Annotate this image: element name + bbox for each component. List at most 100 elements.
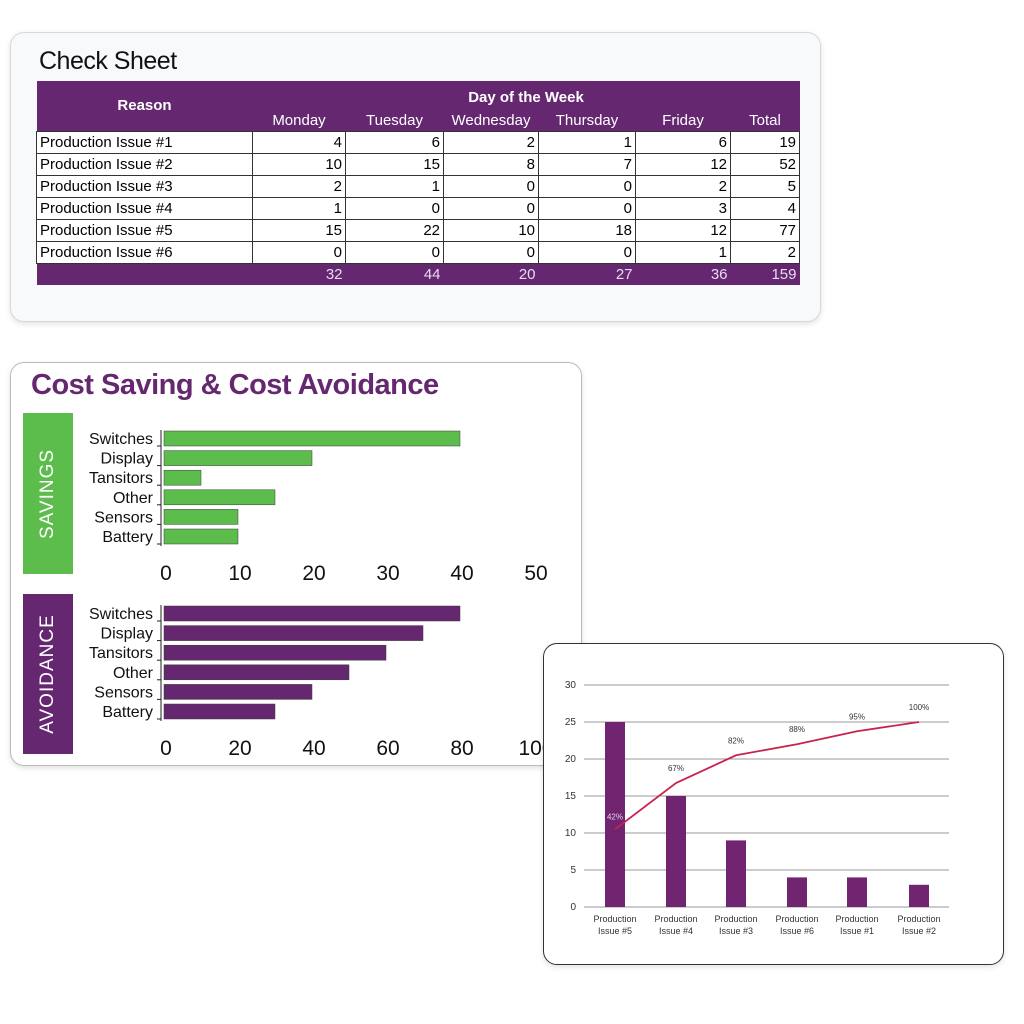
bar [666,796,686,907]
reason-cell: Production Issue #1 [36,130,253,154]
value-cell: 1 [635,240,731,264]
y-tick-label: 20 [565,754,577,765]
value-cell: 0 [345,196,444,220]
value-cell: 12 [635,152,731,176]
value-cell: 77 [730,218,800,242]
category-label: Other [113,490,154,507]
value-cell: 22 [345,218,444,242]
value-cell: 1 [538,130,636,154]
x-tick-label: 40 [450,562,473,585]
category-label: Battery [102,704,153,721]
header-day-of-week: Day of the Week [252,81,800,107]
cumulative-label: 82% [728,736,744,745]
category-label: Display [101,626,153,643]
value-cell: 4 [252,130,346,154]
bar [163,664,350,681]
column-header: Wednesday [443,107,539,131]
column-header: Total [730,107,800,131]
header-reason: Reason [36,81,253,131]
check-sheet-title: Check Sheet [39,47,177,75]
bar [909,884,929,907]
y-tick-label: 5 [570,865,576,876]
total-cell: 32 [252,263,346,285]
category-label: Display [101,451,153,468]
column-header: Thursday [538,107,636,131]
check-sheet-card: Check Sheet Reason Day of the Week Monda… [10,32,821,322]
x-tick-label: 50 [524,562,547,585]
category-label: Other [113,665,154,682]
y-tick-label: 25 [565,717,577,728]
check-sheet-table: Reason Day of the Week Monday Tuesday Wedn… [36,81,800,285]
value-cell: 52 [730,152,800,176]
x-tick-label: 60 [376,737,399,760]
value-cell: 3 [635,196,731,220]
x-tick-label: Issue #3 [719,926,753,936]
y-tick-label: 10 [565,828,577,839]
y-tick-label: 15 [565,791,577,802]
value-cell: 7 [538,152,636,176]
value-cell: 19 [730,130,800,154]
value-cell: 0 [443,174,539,198]
reason-cell: Production Issue #5 [36,218,253,242]
total-cell: 20 [443,263,539,285]
total-cell: 44 [345,263,444,285]
pareto-chart-card: 0 5 10 15 20 25 30 Production Issue #5 Production… [543,643,1004,965]
total-cell: 159 [730,263,800,285]
table-row: Production Issue #1 4 6 2 1 6 19 [36,130,800,154]
total-cell: 36 [635,263,731,285]
x-tick-label: Production [714,914,757,924]
bar [163,684,313,700]
cost-bar-charts: Switches Display Tansitors Other Sensors Batt… [89,430,554,760]
value-cell: 18 [538,218,636,242]
value-cell: 0 [252,240,346,264]
x-tick-label: Production [593,914,636,924]
value-cell: 2 [730,240,800,264]
x-tick-label: 80 [450,737,473,760]
table-row: Production Issue #4 1 0 0 0 3 4 [36,196,800,220]
bar [726,840,746,907]
x-tick-label: 20 [302,562,325,585]
value-cell: 0 [538,196,636,220]
bar [163,625,424,641]
x-tick-label: 20 [228,737,251,760]
avoidance-label-box: AVOIDANCE [23,594,73,754]
value-cell: 0 [443,240,539,264]
x-tick-label: Production [897,914,940,924]
x-tick-label: Issue #5 [598,926,632,936]
category-label: Battery [102,529,153,546]
bar [163,605,461,622]
cumulative-label: 95% [849,712,865,721]
x-tick-label: Issue #1 [840,926,874,936]
reason-cell: Production Issue #6 [36,240,253,264]
value-cell: 0 [345,240,444,264]
value-cell: 4 [730,196,800,220]
table-row: Production Issue #3 2 1 0 0 2 5 [36,174,800,198]
x-tick-label: Issue #2 [902,926,936,936]
value-cell: 6 [345,130,444,154]
category-label: Sensors [94,509,153,526]
x-tick-label: 10 [228,562,251,585]
bar [163,703,276,720]
value-cell: 8 [443,152,539,176]
x-tick-label: 0 [160,562,172,585]
cost-saving-card: Cost Saving & Cost Avoidance SAVINGS AVO… [10,362,582,766]
bar [163,509,239,525]
value-cell: 10 [443,218,539,242]
bar [605,722,625,907]
value-cell: 1 [252,196,346,220]
value-cell: 0 [443,196,539,220]
reason-cell: Production Issue #2 [36,152,253,176]
value-cell: 2 [635,174,731,198]
x-tick-label: 0 [160,737,172,760]
x-tick-label: Production [654,914,697,924]
x-tick-label: 30 [376,562,399,585]
column-header: Tuesday [345,107,444,131]
x-tick-label: Issue #6 [780,926,814,936]
reason-cell: Production Issue #3 [36,174,253,198]
bar [163,430,461,447]
value-cell: 2 [252,174,346,198]
cumulative-label: 88% [789,725,805,734]
x-tick-label: Production [835,914,878,924]
bar [163,469,202,486]
value-cell: 12 [635,218,731,242]
